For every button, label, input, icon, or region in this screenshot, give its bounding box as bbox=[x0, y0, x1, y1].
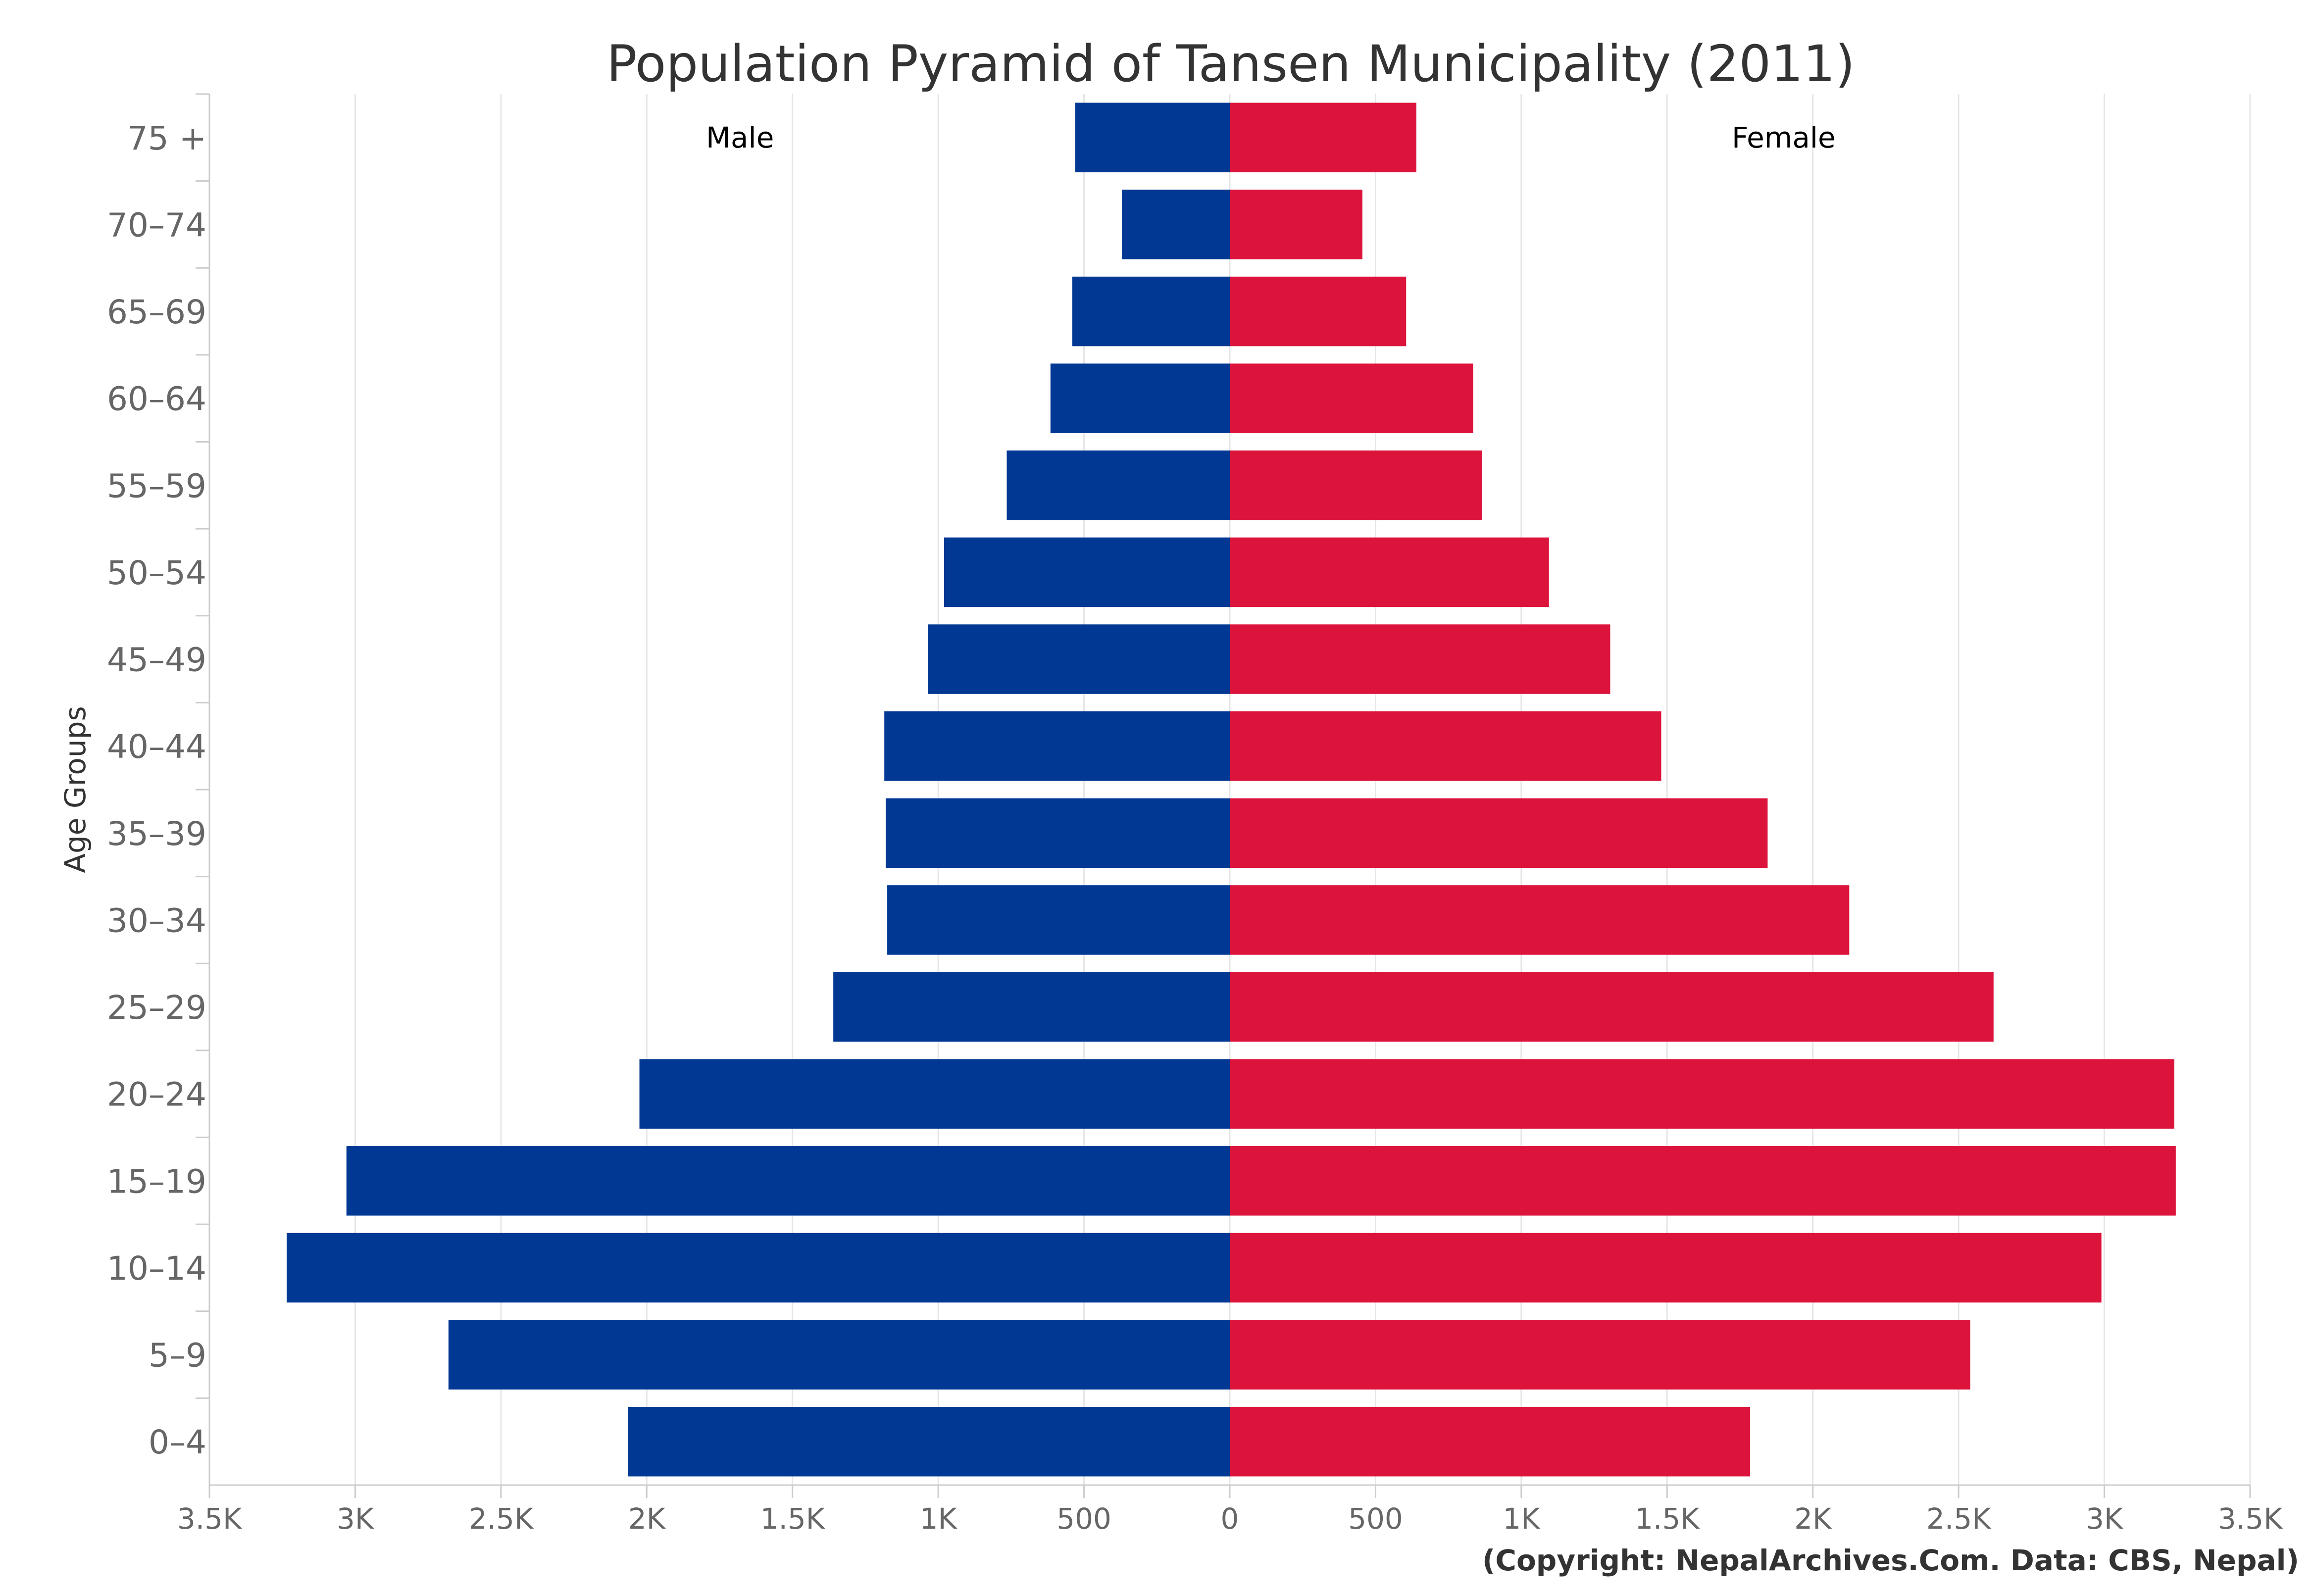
x-tick-label: 3.5K bbox=[177, 1502, 243, 1536]
category-label: 15–19 bbox=[107, 1162, 206, 1200]
x-axis-tick-labels: 3.5K 3K 2.5K 2K 1.5K 1K 500 0 500 1K 1.5K 2K 2.5K 3K 3… bbox=[177, 1502, 2283, 1536]
bars bbox=[287, 102, 2176, 1477]
x-tick-label: 2.5K bbox=[1926, 1502, 1992, 1536]
y-axis-title: Age Groups bbox=[58, 706, 92, 873]
x-tick-label: 3K bbox=[2086, 1502, 2124, 1536]
bar-female bbox=[1230, 537, 1549, 607]
bar-female bbox=[1230, 1320, 1970, 1390]
bar-male bbox=[1072, 276, 1230, 347]
bar-female bbox=[1230, 450, 1482, 520]
x-tick-label: 2K bbox=[628, 1502, 666, 1536]
bar-female bbox=[1230, 1059, 2174, 1129]
bar-male bbox=[1075, 102, 1230, 173]
category-label: 10–14 bbox=[107, 1249, 206, 1288]
bar-male bbox=[1050, 363, 1230, 433]
bar-female bbox=[1230, 1233, 2102, 1303]
x-tick-label: 3.5K bbox=[2218, 1502, 2283, 1536]
bar-male bbox=[346, 1146, 1230, 1216]
bar-female bbox=[1230, 1146, 2176, 1216]
x-tick-label: 1.5K bbox=[1635, 1502, 1700, 1536]
bar-female bbox=[1230, 624, 1610, 694]
chart-title: Population Pyramid of Tansen Municipalit… bbox=[606, 35, 1855, 94]
series-label-female: Female bbox=[1732, 121, 1836, 154]
category-label: 0–4 bbox=[149, 1423, 206, 1461]
category-label: 60–64 bbox=[107, 380, 206, 418]
bar-female bbox=[1230, 798, 1768, 868]
x-tick-label: 3K bbox=[337, 1502, 375, 1536]
bar-male bbox=[1006, 450, 1230, 520]
bar-female bbox=[1230, 102, 1416, 173]
bar-male bbox=[928, 624, 1230, 694]
bar-female bbox=[1230, 190, 1362, 259]
category-label: 55–59 bbox=[107, 467, 206, 505]
bar-male bbox=[287, 1233, 1230, 1303]
x-tick-label: 2.5K bbox=[469, 1502, 534, 1536]
category-label: 50–54 bbox=[107, 554, 206, 592]
category-label: 40–44 bbox=[107, 728, 206, 766]
bar-male bbox=[884, 711, 1230, 781]
y-axis-category-labels: 75 + 70–74 65–69 60–64 55–59 50–54 45–49 40–44 3… bbox=[107, 119, 206, 1461]
axes bbox=[196, 93, 2251, 1498]
bar-male bbox=[628, 1406, 1230, 1477]
category-label: 35–39 bbox=[107, 815, 206, 853]
category-label: 25–29 bbox=[107, 989, 206, 1027]
category-label: 20–24 bbox=[107, 1076, 206, 1114]
category-label: 75 + bbox=[127, 119, 206, 157]
bar-male bbox=[448, 1320, 1230, 1390]
bar-female bbox=[1230, 885, 1850, 955]
x-tick-label: 1.5K bbox=[760, 1502, 826, 1536]
category-label: 45–49 bbox=[107, 641, 206, 679]
x-tick-label: 500 bbox=[1348, 1502, 1403, 1536]
x-tick-label: 1K bbox=[1503, 1502, 1541, 1536]
bar-male bbox=[1122, 190, 1230, 259]
series-label-male: Male bbox=[706, 121, 774, 154]
bar-female bbox=[1230, 1406, 1751, 1477]
bar-female bbox=[1230, 972, 1994, 1042]
bar-male bbox=[944, 537, 1230, 607]
bar-female bbox=[1230, 363, 1473, 433]
x-tick-label: 1K bbox=[920, 1502, 958, 1536]
x-tick-label: 2K bbox=[1794, 1502, 1832, 1536]
x-tick-label: 0 bbox=[1221, 1502, 1239, 1536]
category-label: 70–74 bbox=[107, 206, 206, 244]
category-label: 30–34 bbox=[107, 901, 206, 940]
x-tick-label: 500 bbox=[1056, 1502, 1111, 1536]
chart-credit: (Copyright: NepalArchives.Com. Data: CBS… bbox=[1482, 1544, 2299, 1577]
bar-male bbox=[639, 1059, 1230, 1129]
bar-female bbox=[1230, 711, 1661, 781]
bar-male bbox=[887, 885, 1230, 955]
bar-male bbox=[833, 972, 1230, 1042]
category-label: 5–9 bbox=[149, 1337, 206, 1375]
bar-male bbox=[886, 798, 1230, 868]
category-label: 65–69 bbox=[107, 293, 206, 331]
bar-female bbox=[1230, 276, 1407, 347]
